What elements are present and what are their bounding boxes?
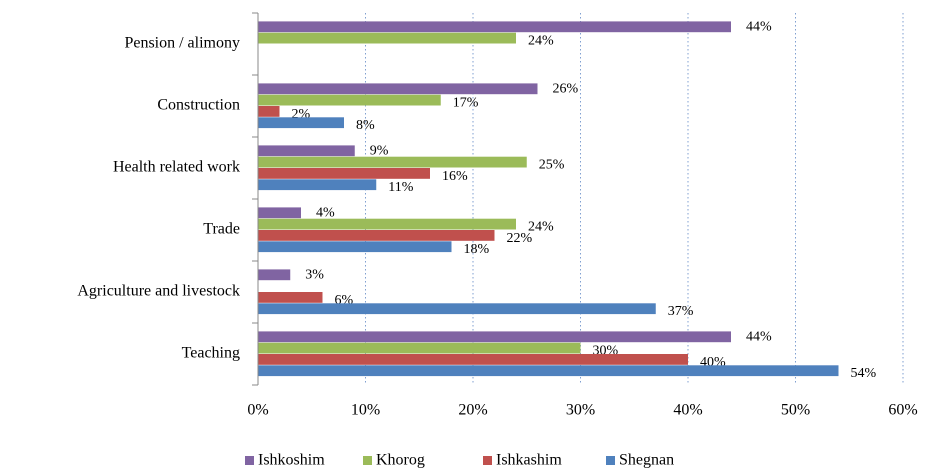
category-label: Trade bbox=[203, 221, 240, 238]
legend-swatch bbox=[363, 456, 372, 465]
category-label: Teaching bbox=[182, 345, 240, 362]
bar bbox=[258, 218, 516, 230]
category-label: Agriculture and livestock bbox=[77, 283, 240, 300]
x-tick-label: 20% bbox=[458, 402, 487, 419]
bar bbox=[258, 179, 377, 191]
bar bbox=[258, 354, 688, 365]
data-label: 44% bbox=[746, 19, 772, 34]
data-label: 37% bbox=[668, 304, 694, 319]
bar bbox=[258, 94, 441, 106]
x-tick-label: 40% bbox=[673, 402, 702, 419]
data-label: 11% bbox=[388, 180, 413, 195]
legend-label: Shegnan bbox=[619, 452, 674, 469]
legend-swatch bbox=[483, 456, 492, 465]
category-label: Health related work bbox=[113, 159, 240, 176]
data-label: 24% bbox=[528, 34, 554, 49]
data-label: 3% bbox=[305, 267, 324, 282]
bar bbox=[258, 269, 291, 281]
bar bbox=[258, 156, 527, 168]
bar bbox=[258, 342, 581, 354]
bar bbox=[258, 292, 323, 303]
x-tick-label: 10% bbox=[351, 402, 380, 419]
x-tick-label: 30% bbox=[566, 402, 595, 419]
data-label: 18% bbox=[464, 242, 490, 257]
x-tick-label: 0% bbox=[247, 402, 268, 419]
bar bbox=[258, 106, 280, 117]
category-label: Construction bbox=[157, 97, 240, 114]
x-tick-label: 60% bbox=[888, 402, 917, 419]
data-label: 9% bbox=[370, 143, 389, 158]
category-label: Pension / alimony bbox=[124, 35, 240, 52]
data-label: 16% bbox=[442, 169, 468, 184]
bar bbox=[258, 230, 495, 241]
data-label: 17% bbox=[453, 96, 479, 111]
bar bbox=[258, 303, 656, 315]
data-label: 8% bbox=[356, 118, 375, 133]
legend-swatch bbox=[245, 456, 254, 465]
data-label: 25% bbox=[539, 158, 565, 173]
bar bbox=[258, 21, 731, 33]
bar bbox=[258, 207, 301, 219]
data-label: 54% bbox=[851, 366, 877, 381]
bar bbox=[258, 365, 839, 377]
data-label: 22% bbox=[507, 231, 533, 246]
bar bbox=[258, 32, 516, 44]
legend-label: Khorog bbox=[376, 452, 425, 469]
legend-label: Ishkashim bbox=[496, 452, 562, 469]
data-label: 4% bbox=[316, 205, 335, 220]
data-label: 44% bbox=[746, 329, 772, 344]
data-label: 24% bbox=[528, 220, 554, 235]
bar bbox=[258, 145, 355, 157]
bar bbox=[258, 117, 344, 129]
bar bbox=[258, 331, 731, 343]
bar bbox=[258, 168, 430, 179]
legend-swatch bbox=[606, 456, 615, 465]
x-tick-label: 50% bbox=[781, 402, 810, 419]
bar bbox=[258, 83, 538, 95]
data-label: 26% bbox=[553, 81, 579, 96]
bar bbox=[258, 241, 452, 253]
legend-label: Ishkoshim bbox=[258, 452, 325, 469]
